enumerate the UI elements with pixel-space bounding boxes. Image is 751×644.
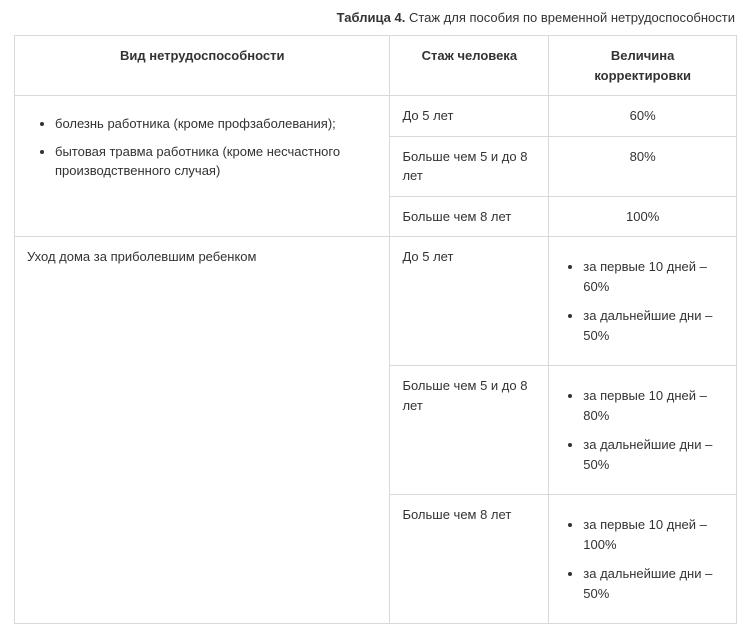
table-row: Уход дома за приболевшим ребенком До 5 л…	[15, 237, 737, 366]
table-row: болезнь работника (кроме профзаболевания…	[15, 96, 737, 137]
table-caption: Таблица 4. Стаж для пособия по временной…	[14, 10, 735, 25]
groupA-item: болезнь работника (кроме профзаболевания…	[55, 114, 377, 134]
stazh-cell: Больше чем 8 лет	[390, 495, 549, 624]
adj-list: за первые 10 дней – 100% за дальнейшие д…	[561, 515, 724, 603]
stazh-cell: До 5 лет	[390, 96, 549, 137]
groupB-kind-cell: Уход дома за приболевшим ребенком	[15, 237, 390, 624]
adj-cell: 100%	[549, 196, 737, 237]
adj-item: за первые 10 дней – 80%	[583, 386, 724, 425]
caption-label: Таблица 4.	[337, 10, 406, 25]
table-header-row: Вид нетрудоспособности Стаж человека Вел…	[15, 36, 737, 96]
groupA-kind-cell: болезнь работника (кроме профзаболевания…	[15, 96, 390, 237]
adj-cell: за первые 10 дней – 80% за дальнейшие дн…	[549, 366, 737, 495]
adj-cell: за первые 10 дней – 100% за дальнейшие д…	[549, 495, 737, 624]
groupA-item: бытовая травма работника (кроме несчастн…	[55, 142, 377, 181]
adj-cell: 60%	[549, 96, 737, 137]
stazh-cell: Больше чем 5 и до 8 лет	[390, 136, 549, 196]
adj-item: за дальнейшие дни – 50%	[583, 306, 724, 345]
adj-item: за первые 10 дней – 60%	[583, 257, 724, 296]
header-col2: Стаж человека	[390, 36, 549, 96]
adj-item: за дальнейшие дни – 50%	[583, 564, 724, 603]
adj-cell: за первые 10 дней – 60% за дальнейшие дн…	[549, 237, 737, 366]
header-col1: Вид нетрудоспособности	[15, 36, 390, 96]
stazh-cell: Больше чем 5 и до 8 лет	[390, 366, 549, 495]
adj-list: за первые 10 дней – 60% за дальнейшие дн…	[561, 257, 724, 345]
header-col3: Величина корректировки	[549, 36, 737, 96]
table-4: Вид нетрудоспособности Стаж человека Вел…	[14, 35, 737, 624]
stazh-cell: До 5 лет	[390, 237, 549, 366]
adj-item: за дальнейшие дни – 50%	[583, 435, 724, 474]
adj-list: за первые 10 дней – 80% за дальнейшие дн…	[561, 386, 724, 474]
stazh-cell: Больше чем 8 лет	[390, 196, 549, 237]
adj-cell: 80%	[549, 136, 737, 196]
page: Таблица 4. Стаж для пособия по временной…	[0, 0, 751, 644]
adj-item: за первые 10 дней – 100%	[583, 515, 724, 554]
groupA-list: болезнь работника (кроме профзаболевания…	[27, 114, 377, 181]
caption-text: Стаж для пособия по временной нетрудоспо…	[409, 10, 735, 25]
